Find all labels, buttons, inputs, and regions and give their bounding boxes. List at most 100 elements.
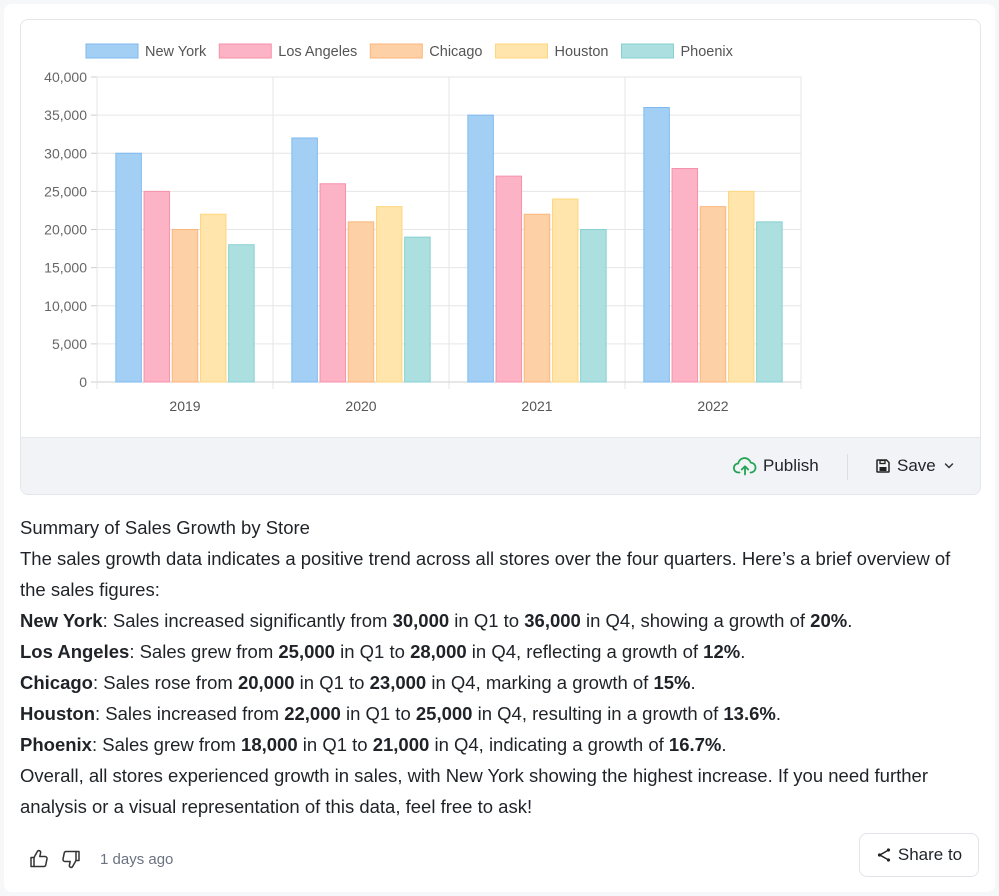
- y-tick-label: 10,000: [44, 298, 87, 314]
- bar-chart: 0 5,000 10,000 15,000 20,000 25,000 30,000 35,0…: [44, 43, 802, 414]
- summary-item-bold: 16.7%: [668, 734, 722, 755]
- publish-button[interactable]: Publish: [733, 454, 819, 478]
- assistant-message: 0 5,000 10,000 15,000 20,000 25,000 30,000 35,0…: [4, 4, 995, 892]
- summary-item: Los Angeles: Sales grew from 25,000 in Q…: [20, 636, 960, 667]
- summary-item-bold: 30,000: [392, 610, 450, 631]
- bar: [580, 229, 607, 383]
- legend-label: Los Angeles: [278, 44, 357, 60]
- bar: [467, 114, 494, 383]
- x-tick-label: 2020: [345, 398, 376, 414]
- footer-divider: [847, 454, 848, 480]
- bar: [319, 183, 347, 383]
- bar: [671, 168, 699, 383]
- thumbs-down-icon[interactable]: [60, 848, 82, 870]
- y-tick-label: 40,000: [44, 69, 87, 85]
- legend-swatch: [369, 43, 423, 59]
- summary-item-text: : Sales rose from: [92, 672, 238, 693]
- legend-label: Phoenix: [681, 44, 734, 60]
- bar: [228, 244, 255, 383]
- bar: [347, 221, 375, 383]
- summary-item-text: : Sales grew from: [129, 641, 279, 662]
- summary-item: Houston: Sales increased from 22,000 in …: [20, 698, 960, 729]
- summary-item-bold: Los Angeles: [20, 641, 130, 662]
- bar: [643, 107, 670, 383]
- y-tick-label: 25,000: [44, 183, 87, 199]
- bar: [404, 236, 431, 383]
- bar: [143, 190, 171, 383]
- summary-item-bold: 36,000: [524, 610, 581, 631]
- summary-intro: The sales growth data indicates a positi…: [20, 548, 951, 600]
- floppy-disk-icon: [875, 458, 891, 474]
- legend-label: Chicago: [429, 44, 482, 60]
- save-label: Save: [897, 456, 936, 475]
- summary-item-text: in Q4, indicating a growth of: [429, 734, 669, 755]
- bar: [291, 137, 318, 383]
- summary-item-text: .: [775, 703, 781, 724]
- bar: [375, 206, 403, 383]
- y-tick-label: 15,000: [44, 260, 87, 276]
- summary-conclusion: Overall, all stores experienced growth i…: [20, 765, 929, 817]
- summary-title: Summary of Sales Growth by Store: [20, 517, 310, 538]
- summary-item: Phoenix: Sales grew from 18,000 in Q1 to…: [20, 729, 960, 760]
- summary-item-text: in Q1 to: [334, 641, 411, 662]
- bar: [199, 213, 227, 383]
- summary-item-text: in Q4, showing a growth of: [580, 610, 811, 631]
- summary-item-text: : Sales grew from: [91, 734, 242, 755]
- chart-footer: Publish Save: [21, 437, 980, 494]
- summary-item-text: in Q4, marking a growth of: [426, 672, 654, 693]
- bar: [699, 206, 727, 383]
- bar: [551, 198, 579, 383]
- x-tick-label: 2019: [169, 398, 200, 414]
- x-tick-label: 2021: [521, 398, 552, 414]
- summary-item: New York: Sales increased significantly …: [20, 605, 960, 636]
- summary-item-bold: 25,000: [278, 641, 335, 662]
- bar: [523, 213, 551, 383]
- timestamp: 1 days ago: [100, 850, 174, 868]
- summary-item-text: .: [690, 672, 696, 693]
- thumbs-up-icon[interactable]: [28, 848, 50, 870]
- bar: [495, 175, 523, 383]
- summary-item-text: in Q1 to: [449, 610, 525, 631]
- y-tick-label: 30,000: [44, 145, 87, 161]
- legend-label: Houston: [554, 44, 608, 60]
- summary-item-bold: 25,000: [415, 703, 473, 724]
- legend-swatch: [494, 43, 548, 59]
- chevron-down-icon[interactable]: [944, 459, 954, 473]
- summary-item-bold: 20%: [810, 610, 848, 631]
- y-tick-label: 0: [79, 374, 87, 390]
- summary-list: New York: Sales increased significantly …: [20, 605, 960, 760]
- summary-item-bold: 22,000: [284, 703, 341, 724]
- bar: [115, 152, 142, 383]
- summary-item-bold: 15%: [653, 672, 691, 693]
- summary-item-bold: 12%: [703, 641, 741, 662]
- share-label: Share to: [897, 845, 963, 864]
- summary-item-text: .: [740, 641, 746, 662]
- save-button[interactable]: Save: [875, 454, 954, 478]
- legend-swatch: [85, 43, 139, 59]
- legend-swatch: [218, 43, 272, 59]
- cloud-upload-icon: [733, 456, 757, 476]
- summary-item-text: : Sales increased from: [95, 703, 285, 724]
- summary-item-text: : Sales increased significantly from: [102, 610, 393, 631]
- message-actions: 1 days ago: [28, 846, 173, 872]
- summary-item-text: .: [847, 610, 853, 631]
- summary-item-text: in Q4, resulting in a growth of: [472, 703, 724, 724]
- y-tick-label: 5,000: [52, 336, 87, 352]
- bar: [171, 229, 199, 383]
- bar: [756, 221, 783, 383]
- summary-item-bold: 23,000: [369, 672, 427, 693]
- chart-area: 0 5,000 10,000 15,000 20,000 25,000 30,000 35,0…: [21, 20, 980, 437]
- share-button[interactable]: Share to: [859, 833, 979, 877]
- x-tick-label: 2022: [697, 398, 728, 414]
- summary-item-text: .: [721, 734, 727, 755]
- summary-item-bold: 21,000: [372, 734, 430, 755]
- summary-item-bold: Phoenix: [20, 734, 92, 755]
- summary-text: Summary of Sales Growth by Store The sal…: [20, 512, 960, 822]
- summary-item-bold: New York: [20, 610, 103, 631]
- bar: [727, 190, 755, 383]
- summary-item-text: in Q1 to: [340, 703, 416, 724]
- y-tick-label: 20,000: [44, 222, 87, 238]
- share-icon: [876, 847, 892, 863]
- summary-item: Chicago: Sales rose from 20,000 in Q1 to…: [20, 667, 960, 698]
